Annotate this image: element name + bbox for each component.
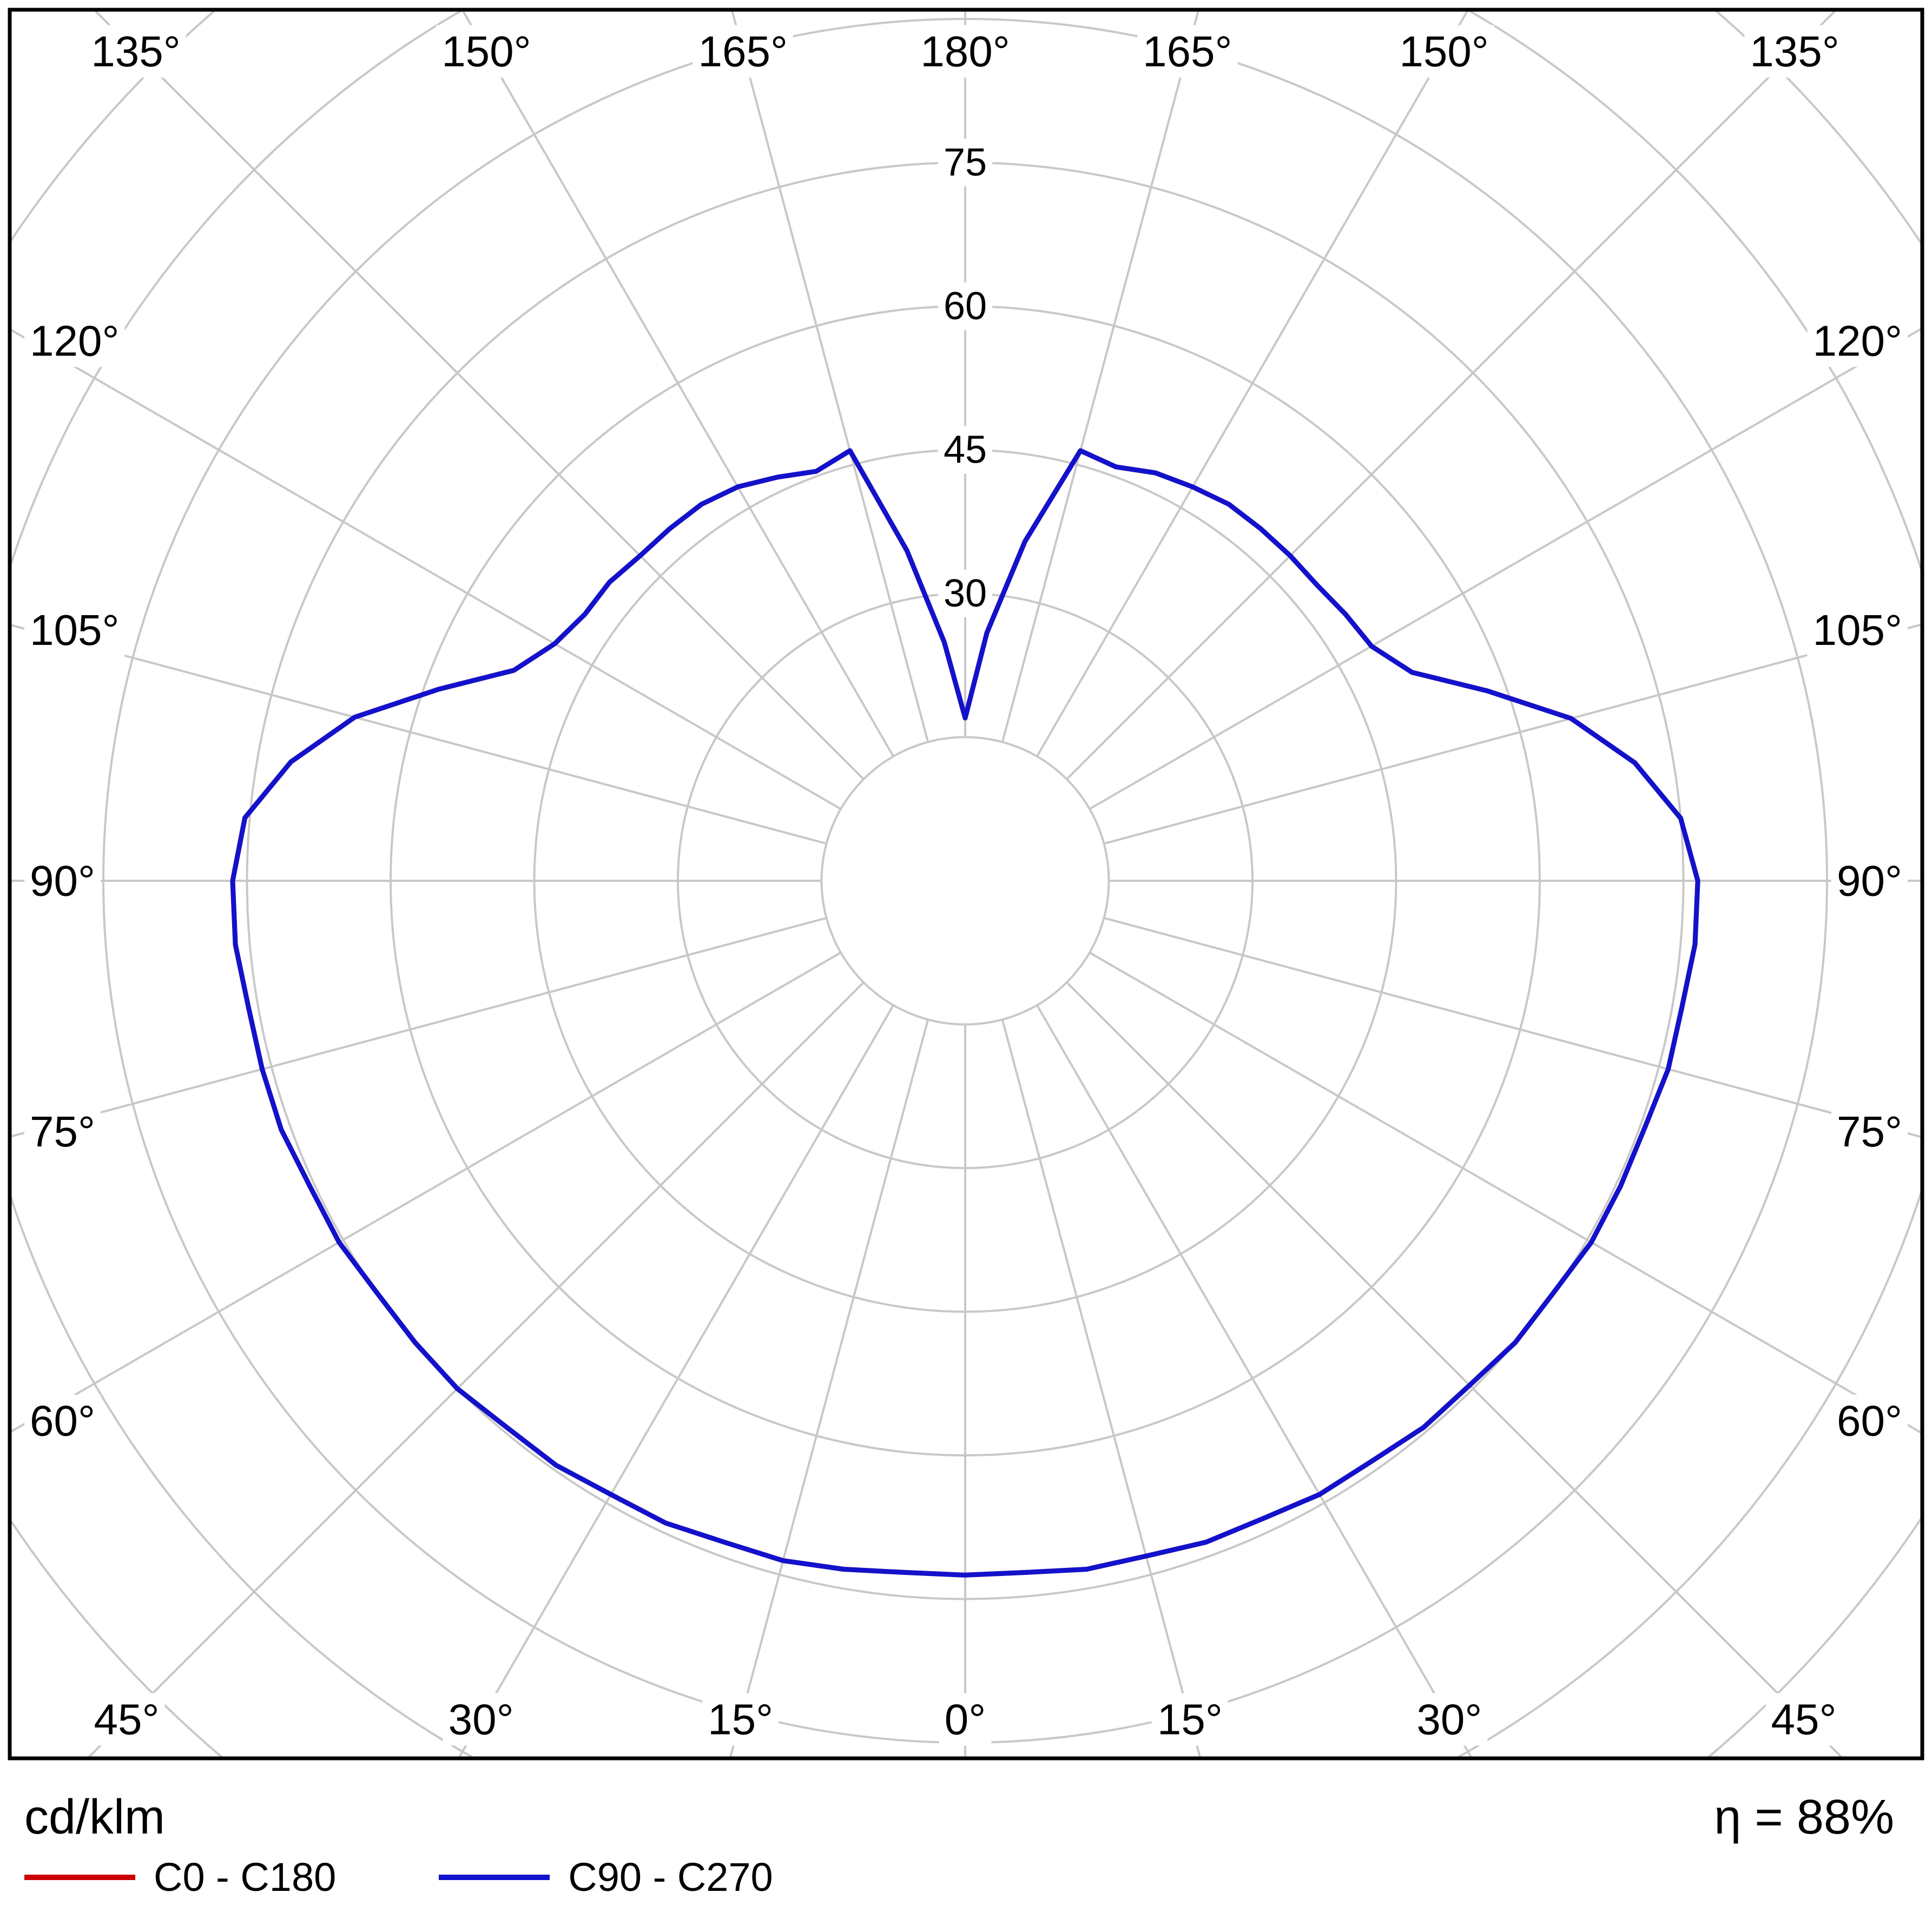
grid-radial-line — [10, 916, 827, 1138]
legend-swatch — [24, 1874, 135, 1880]
angle-label-bottom: 15° — [1151, 1693, 1228, 1746]
grid-radial-line — [1066, 981, 1844, 1758]
svg-text:45: 45 — [944, 428, 987, 472]
svg-text:0°: 0° — [945, 1696, 986, 1744]
grid-radial-line — [1001, 10, 1200, 743]
grid-radial-line — [1089, 952, 1922, 1435]
grid-radial-line — [10, 328, 842, 810]
angle-label-right: 105° — [1807, 604, 1908, 657]
r-tick-label: 60 — [938, 282, 993, 330]
angle-label-top: 180° — [915, 25, 1016, 78]
efficiency-label: η = 88% — [1714, 1790, 1894, 1844]
svg-text:30: 30 — [944, 572, 987, 615]
svg-text:165°: 165° — [1143, 28, 1232, 76]
plot-border — [8, 8, 1924, 1760]
angle-label-bottom: 15° — [702, 1693, 779, 1746]
angle-label-right: 75° — [1831, 1105, 1908, 1158]
angle-label-left: 105° — [24, 604, 125, 657]
angle-label-bottom: 45° — [1765, 1693, 1842, 1746]
svg-text:60: 60 — [944, 285, 987, 328]
grid-radial-line — [10, 623, 827, 845]
svg-text:75: 75 — [944, 141, 987, 184]
angle-label-top: 165° — [1137, 25, 1238, 78]
grid-radial-line — [1036, 10, 1469, 757]
svg-text:180°: 180° — [920, 28, 1010, 76]
svg-text:135°: 135° — [1750, 28, 1839, 76]
svg-text:60°: 60° — [30, 1397, 95, 1445]
svg-text:15°: 15° — [708, 1696, 773, 1744]
svg-text:45°: 45° — [94, 1696, 160, 1744]
units-label: cd/klm — [24, 1790, 166, 1844]
angle-label-left: 75° — [24, 1105, 101, 1158]
angle-label-bottom: 30° — [443, 1693, 519, 1746]
angle-label-right: 120° — [1807, 314, 1908, 367]
curve-c90-c270 — [230, 448, 1700, 1578]
svg-text:15°: 15° — [1157, 1696, 1223, 1744]
svg-text:105°: 105° — [1813, 606, 1902, 654]
grid-radial-line — [729, 1019, 929, 1758]
legend-label-c90-c270: C90 - C270 — [568, 1855, 773, 1900]
legend-item-c90-c270: C90 - C270 — [439, 1854, 773, 1900]
angle-label-right: 90° — [1831, 854, 1908, 907]
r-tick-label: 30 — [938, 570, 993, 617]
grid-radial-line — [1089, 327, 1922, 810]
svg-text:45°: 45° — [1771, 1696, 1837, 1744]
angle-label-top: 135° — [85, 25, 186, 78]
svg-text:165°: 165° — [698, 28, 787, 76]
angle-label-bottom: 0° — [939, 1693, 992, 1746]
legend-label-c0-c180: C0 - C180 — [154, 1855, 337, 1900]
grid-radial-line — [461, 10, 894, 757]
grid-radial-line — [10, 952, 842, 1434]
footer-row: cd/klm η = 88% — [24, 1791, 1894, 1844]
svg-text:30°: 30° — [449, 1696, 514, 1744]
grid-radial-line — [730, 10, 929, 743]
svg-text:75°: 75° — [1837, 1107, 1902, 1156]
r-tick-label: 45 — [938, 426, 993, 474]
svg-text:60°: 60° — [1837, 1397, 1902, 1445]
angle-label-top: 165° — [693, 25, 793, 78]
grid-radial-line — [1066, 10, 1838, 780]
angle-label-top: 150° — [1394, 25, 1494, 78]
angle-label-bottom: 45° — [88, 1693, 165, 1746]
svg-text:150°: 150° — [1399, 28, 1488, 76]
grid-radial-line — [1001, 1019, 1202, 1758]
svg-text:135°: 135° — [91, 28, 180, 76]
angle-label-left: 90° — [24, 854, 101, 907]
chart-footer: cd/klm η = 88% C0 - C180 C90 - C270 — [0, 1758, 1932, 1932]
grid-radial-line — [86, 981, 865, 1758]
svg-text:90°: 90° — [30, 857, 95, 905]
r-tick-label: 75 — [938, 139, 993, 187]
svg-text:105°: 105° — [30, 606, 119, 654]
svg-text:120°: 120° — [1813, 316, 1902, 365]
legend-swatch — [439, 1874, 550, 1880]
grid-radial-line — [1103, 916, 1922, 1139]
angle-label-left: 60° — [24, 1394, 101, 1447]
svg-text:90°: 90° — [1837, 857, 1902, 905]
grid-radial-line — [93, 10, 865, 780]
grid-radial-line — [1036, 1004, 1473, 1758]
angle-label-left: 120° — [24, 314, 125, 367]
grid-radial-line — [1103, 623, 1922, 845]
legend-item-c0-c180: C0 - C180 — [24, 1854, 336, 1900]
svg-text:75°: 75° — [30, 1107, 95, 1156]
angle-label-top: 150° — [436, 25, 537, 78]
svg-text:30°: 30° — [1416, 1696, 1482, 1744]
grid-radial-line — [457, 1004, 894, 1758]
legend: C0 - C180 C90 - C270 — [24, 1854, 1894, 1900]
svg-text:120°: 120° — [30, 316, 119, 365]
angle-label-right: 60° — [1831, 1394, 1908, 1447]
angle-label-top: 135° — [1744, 25, 1845, 78]
svg-text:150°: 150° — [441, 28, 531, 76]
angle-label-bottom: 30° — [1411, 1693, 1488, 1746]
